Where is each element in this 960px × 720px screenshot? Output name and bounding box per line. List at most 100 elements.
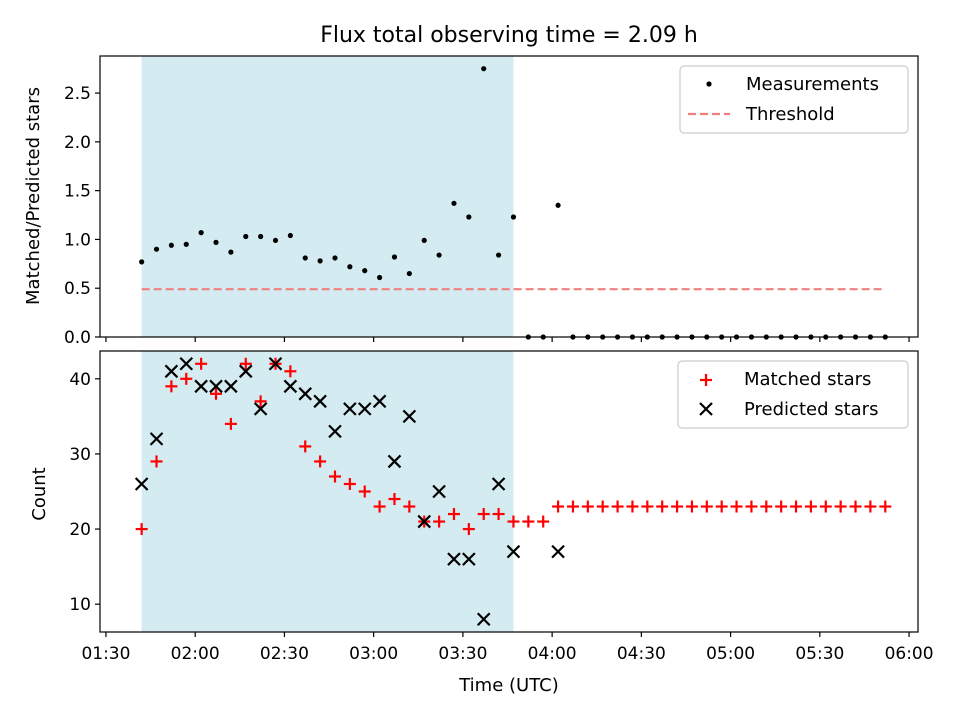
matched-star-point — [299, 440, 312, 453]
top-ytick-label: 0.5 — [64, 279, 91, 299]
matched-star-point — [165, 380, 178, 393]
matched-star-point — [879, 500, 892, 513]
top-panel: 0.0 0.5 1.0 1.5 2.0 2.5 Matched/Predicted sta… — [23, 55, 919, 348]
matched-star-point — [790, 500, 803, 513]
measurement-point — [332, 255, 338, 261]
legend-threshold-label: Threshold — [745, 104, 835, 125]
measurement-point — [555, 202, 561, 208]
predicted-star-point — [194, 379, 208, 394]
legend-measurements-marker — [706, 81, 712, 87]
bottom-ytick-label: 20 — [69, 520, 91, 540]
predicted-star-b — [328, 424, 342, 439]
xtick-label: 05:30 — [795, 644, 844, 664]
measurement-point — [317, 258, 323, 264]
matched-star-point — [150, 455, 163, 468]
measurement-point — [168, 242, 174, 248]
matched-star-point — [596, 500, 609, 513]
predicted-star-b — [462, 552, 476, 566]
measurement-point — [198, 230, 204, 236]
chart-title: Flux total observing time = 2.09 h — [320, 23, 698, 48]
legend-matched-label: Matched stars — [744, 369, 871, 390]
predicted-star-b — [491, 477, 506, 491]
measurement-point — [377, 274, 383, 281]
predicted-star-point — [328, 424, 342, 439]
predicted-star-b — [194, 379, 208, 394]
matched-star-point — [656, 500, 669, 513]
matched-star-point — [834, 500, 847, 513]
top-ytick-label: 0.0 — [64, 328, 91, 348]
predicted-star-b — [209, 379, 223, 394]
xtick-label: 03:30 — [438, 644, 487, 664]
measurement-point — [466, 214, 472, 220]
measurement-point — [213, 239, 219, 245]
matched-star-point — [864, 500, 877, 513]
predicted-star-b — [238, 364, 253, 379]
predicted-star-point — [387, 454, 402, 469]
predicted-star-b — [313, 394, 327, 409]
xtick-label: 06:00 — [885, 644, 934, 664]
predicted-star-point — [402, 409, 417, 424]
matched-star-point — [641, 500, 654, 513]
predicted-star-point — [491, 477, 506, 491]
xtick-label: 02:00 — [171, 644, 220, 664]
predicted-star-b — [179, 356, 194, 371]
matched-star-point — [373, 500, 386, 513]
matched-star-point — [700, 500, 713, 513]
bottom-ytick-label: 40 — [69, 370, 91, 390]
bottom-ytick-label: 30 — [69, 445, 91, 465]
predicted-star-b — [417, 514, 432, 529]
matched-star-point — [284, 365, 297, 378]
predicted-star-point — [462, 552, 476, 566]
legend-predicted-marker — [699, 402, 713, 416]
matched-star-point — [566, 500, 579, 513]
predicted-star-b — [224, 379, 238, 394]
matched-star-point — [135, 523, 148, 536]
top-ytick-label: 2.5 — [64, 84, 91, 104]
measurement-point — [302, 255, 308, 261]
bottom-legend: Matched stars Predicted stars — [677, 360, 909, 429]
legend-matched-marker — [700, 374, 712, 386]
legend-predicted-label: Predicted stars — [744, 399, 878, 420]
bottom-axes-frame — [99, 350, 919, 633]
matched-star-point — [671, 500, 684, 513]
bottom-x-ticks: 01:30 02:00 02:30 03:00 03:30 04:00 04:30 05:00… — [81, 632, 934, 664]
predicted-star-b — [372, 394, 387, 409]
matched-star-point — [433, 515, 446, 528]
matched-star-point — [328, 470, 341, 483]
measurement-point — [436, 252, 442, 258]
matched-star-point — [180, 372, 193, 385]
predicted-star-point — [476, 612, 491, 627]
predicted-star-point — [209, 379, 223, 394]
top-x-ticks — [105, 337, 910, 342]
matched-star-point — [210, 387, 223, 400]
measurement-point — [153, 246, 160, 252]
matched-star-point — [462, 523, 475, 536]
predicted-star-b — [551, 544, 565, 559]
bottom-data-layer — [134, 356, 892, 627]
xtick-label: 04:30 — [617, 644, 666, 664]
top-axes-frame — [99, 55, 919, 338]
matched-star-point — [611, 500, 624, 513]
measurement-point — [258, 233, 264, 240]
matched-star-point — [537, 515, 550, 528]
matched-star-point — [626, 500, 639, 513]
matched-star-point — [447, 508, 460, 521]
bottom-y-ticks: 10 20 30 40 — [69, 370, 100, 615]
bottom-ytick-label: 10 — [69, 595, 91, 615]
matched-star-point — [730, 500, 743, 513]
shaded-region-top — [141, 56, 514, 337]
predicted-star-point — [253, 402, 268, 416]
matched-star-point — [239, 357, 252, 370]
predicted-star-point — [372, 394, 387, 409]
predicted-star-b — [149, 432, 164, 446]
top-ytick-label: 2.0 — [64, 133, 91, 153]
predicted-star-point — [506, 544, 521, 559]
measurement-point — [510, 214, 517, 220]
predicted-star-point — [283, 379, 298, 394]
matched-star-point — [685, 500, 698, 513]
xtick-label: 01:30 — [81, 644, 130, 664]
xtick-label: 05:00 — [706, 644, 755, 664]
predicted-star-point — [298, 387, 313, 401]
